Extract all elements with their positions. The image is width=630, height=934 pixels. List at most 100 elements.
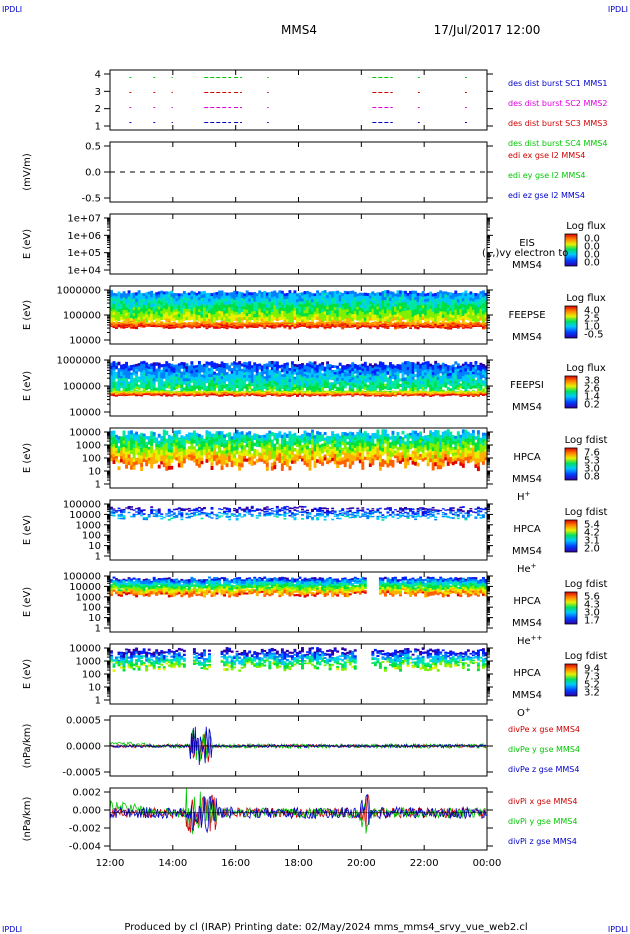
spectrogram-cell bbox=[132, 322, 136, 324]
spectrogram-cell bbox=[484, 381, 488, 385]
spectrogram-cell bbox=[459, 325, 463, 326]
spectrogram-cell bbox=[328, 304, 332, 309]
spectrogram-cell bbox=[446, 365, 450, 369]
spectrogram-cell bbox=[343, 323, 347, 325]
spectrogram-cell bbox=[245, 365, 249, 369]
spectrogram-cell bbox=[225, 295, 229, 299]
spectrogram-cell bbox=[258, 302, 262, 306]
spectrogram-cell bbox=[406, 310, 410, 314]
spectrogram-cell bbox=[233, 325, 237, 327]
spectrogram-cell bbox=[316, 293, 320, 297]
spectrogram-cell bbox=[190, 307, 194, 312]
spectrogram-cell bbox=[147, 373, 151, 377]
spectrogram-cell bbox=[235, 294, 239, 298]
spectrogram-cell bbox=[130, 392, 134, 394]
spectrogram-cell bbox=[303, 380, 307, 384]
spectrogram-cell bbox=[469, 326, 473, 328]
spectrogram-cell bbox=[233, 326, 237, 328]
spectrogram-cell bbox=[120, 298, 123, 302]
spectrogram-cell bbox=[213, 322, 216, 324]
spectrogram-cell bbox=[248, 364, 252, 368]
spectrogram-cell bbox=[228, 319, 232, 323]
spectrogram-cell bbox=[157, 393, 161, 395]
spectrogram-cell bbox=[293, 324, 297, 326]
spectrogram-cell bbox=[122, 391, 126, 393]
spectrogram-cell bbox=[421, 365, 425, 369]
spectrogram-cell bbox=[112, 325, 116, 327]
spectrogram-cell bbox=[401, 314, 405, 318]
spectrogram-cell bbox=[404, 322, 407, 324]
spectrogram-cell bbox=[280, 367, 284, 370]
spectrogram-cell bbox=[117, 323, 121, 325]
spectrogram-cell bbox=[220, 321, 224, 323]
spectrogram-cell bbox=[285, 298, 289, 303]
spectrogram-cell bbox=[180, 327, 184, 329]
spectrogram-cell bbox=[295, 323, 299, 325]
spectrogram-cell bbox=[356, 380, 360, 384]
spectrogram-cell bbox=[135, 386, 139, 390]
spectrogram-cell bbox=[471, 376, 475, 380]
spectrogram-cell bbox=[117, 297, 121, 301]
spectrogram-cell bbox=[210, 322, 214, 324]
spectrogram-cell bbox=[258, 366, 262, 370]
spectrogram-cell bbox=[208, 307, 211, 311]
spectrogram-cell bbox=[419, 310, 423, 315]
spectrogram-cell bbox=[162, 326, 166, 328]
spectrogram-cell bbox=[268, 324, 272, 326]
spectrogram-cell bbox=[285, 370, 289, 375]
spectrogram-cell bbox=[162, 394, 166, 396]
spectrogram-cell bbox=[230, 292, 234, 296]
spectrogram-cell bbox=[388, 297, 392, 302]
spectrogram-cell bbox=[202, 300, 206, 305]
spectrogram-cell bbox=[195, 306, 199, 310]
spectrogram-cell bbox=[110, 368, 113, 373]
spectrogram-cell bbox=[338, 325, 342, 327]
spectrogram-cell bbox=[303, 313, 307, 317]
spectrogram-cell bbox=[368, 326, 372, 328]
spectrogram-cell bbox=[182, 387, 186, 392]
spectrogram-cell bbox=[424, 383, 428, 387]
spectrogram-cell bbox=[230, 301, 234, 305]
spectrogram-cell bbox=[157, 394, 161, 396]
spectrogram-cell bbox=[351, 322, 355, 324]
spectrogram-cell bbox=[228, 324, 232, 326]
spectrogram-cell bbox=[270, 312, 274, 316]
spectrogram-cell bbox=[348, 323, 352, 325]
spectrogram-cell bbox=[439, 370, 443, 374]
spectrogram-cell bbox=[424, 310, 428, 314]
spectrogram-cell bbox=[147, 317, 151, 321]
spectrogram-cell bbox=[471, 364, 475, 368]
spectrogram-cell bbox=[436, 323, 440, 325]
spectrogram-cell bbox=[172, 325, 176, 327]
spectrogram-cell bbox=[434, 375, 438, 380]
spectrogram-cell bbox=[368, 324, 372, 326]
spectrogram-cell bbox=[180, 393, 184, 394]
spectrogram-cell bbox=[213, 325, 216, 327]
spectrogram-cell bbox=[228, 301, 232, 305]
spectrogram-cell bbox=[343, 324, 347, 326]
spectrogram-cell bbox=[368, 323, 372, 325]
spectrogram-cell bbox=[333, 385, 337, 389]
spectrogram-cell bbox=[333, 307, 337, 311]
spectrogram-cell bbox=[446, 381, 450, 385]
spectrogram-cell bbox=[461, 327, 465, 329]
spectrogram-cell bbox=[471, 324, 475, 326]
spectrogram-cell bbox=[368, 379, 372, 384]
spectrogram-cell bbox=[165, 325, 169, 327]
spectrogram-cell bbox=[263, 321, 267, 324]
spectrogram-cell bbox=[223, 324, 227, 326]
spectrogram-cell bbox=[406, 322, 410, 324]
spectrogram-cell bbox=[318, 319, 322, 323]
spectrogram-cell bbox=[137, 387, 141, 391]
spectrogram-cell bbox=[459, 309, 463, 313]
spectrogram-cell bbox=[132, 327, 136, 329]
spectrogram-cell bbox=[152, 322, 156, 324]
spectrogram-cell bbox=[135, 298, 139, 303]
spectrogram-cell bbox=[197, 373, 201, 377]
spectrogram-cell bbox=[441, 323, 445, 325]
spectrogram-cell bbox=[295, 323, 299, 325]
spectrogram-cell bbox=[381, 325, 385, 327]
spectrogram-cell bbox=[288, 326, 292, 328]
spectrogram-cell bbox=[361, 311, 365, 316]
spectrogram-cell bbox=[210, 324, 214, 326]
